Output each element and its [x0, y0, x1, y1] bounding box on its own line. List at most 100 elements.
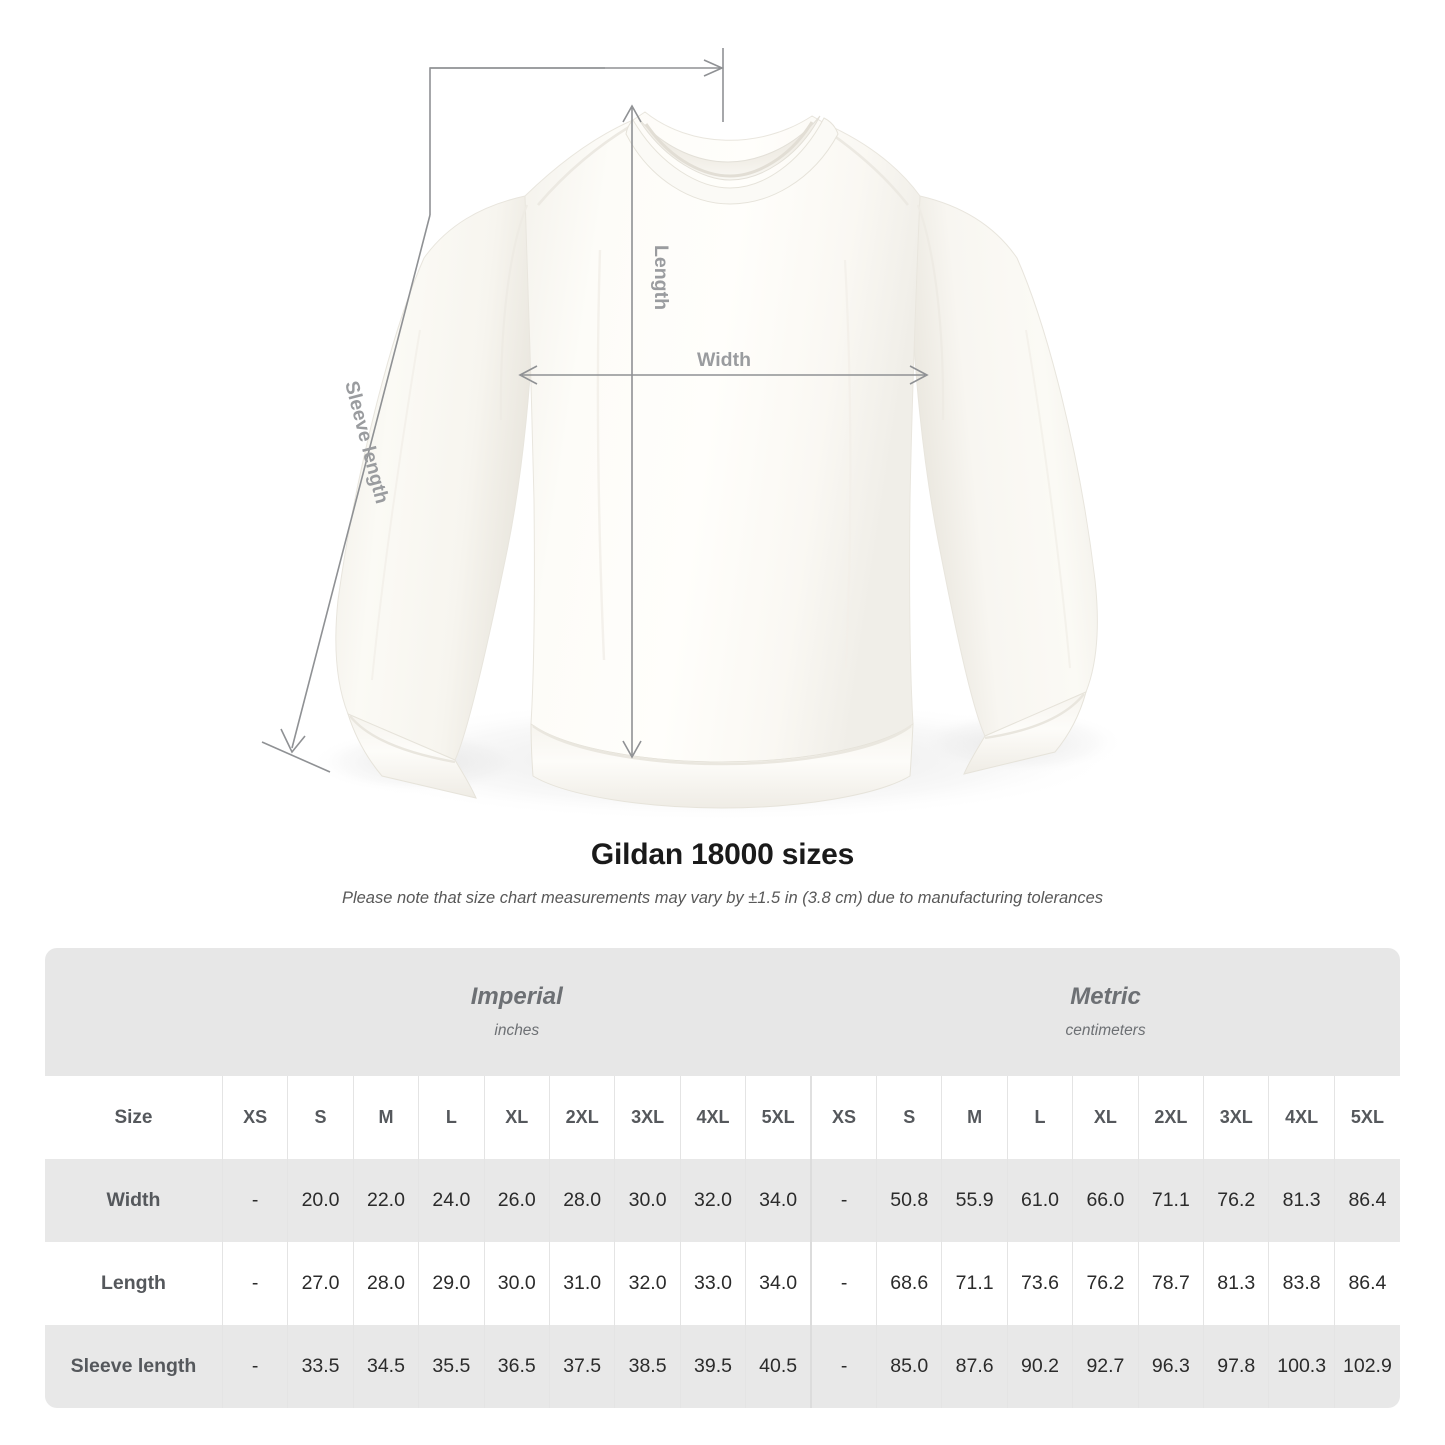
- size-chart-table: Imperial inches Metric centimeters Size …: [45, 948, 1400, 1408]
- size-header-imperial-5xl: 5XL: [745, 1076, 812, 1159]
- table-row: Length - 27.0 28.0 29.0 30.0 31.0 32.0 3…: [45, 1242, 1400, 1325]
- size-header-imperial-xs: XS: [221, 1076, 288, 1159]
- length-metric-s: 68.6: [876, 1242, 942, 1325]
- sleeve-metric-m: 87.6: [941, 1325, 1008, 1408]
- size-header-metric-2xl: 2XL: [1137, 1076, 1204, 1159]
- size-table-container: Imperial inches Metric centimeters Size …: [45, 948, 1400, 1408]
- size-header-imperial-xl: XL: [483, 1076, 550, 1159]
- metric-sub: centimeters: [1065, 1021, 1146, 1039]
- length-imperial-3xl: 32.0: [614, 1242, 681, 1325]
- width-metric-5xl: 86.4: [1333, 1159, 1400, 1242]
- row-label-length: Length: [45, 1242, 223, 1325]
- sleeve-imperial-xl: 36.5: [483, 1325, 550, 1408]
- sleeve-imperial-2xl: 37.5: [548, 1325, 615, 1408]
- length-metric-xs: -: [810, 1242, 877, 1325]
- width-imperial-5xl: 34.0: [745, 1159, 812, 1242]
- left-cuff: [347, 713, 477, 799]
- width-imperial-m: 22.0: [352, 1159, 419, 1242]
- unit-banner-row: Imperial inches Metric centimeters: [45, 948, 1400, 1076]
- sleeve-metric-3xl: 97.8: [1203, 1325, 1269, 1408]
- sleeve-metric-xl: 92.7: [1072, 1325, 1139, 1408]
- size-header-metric-xs: XS: [810, 1076, 877, 1159]
- length-metric-4xl: 83.8: [1268, 1242, 1335, 1325]
- length-imperial-s: 27.0: [287, 1242, 354, 1325]
- length-metric-5xl: 86.4: [1333, 1242, 1400, 1325]
- metric-label: Metric: [1070, 983, 1141, 1011]
- row-label-sleeve-length: Sleeve length: [45, 1325, 223, 1408]
- sleeve-imperial-m: 34.5: [352, 1325, 419, 1408]
- length-imperial-2xl: 31.0: [548, 1242, 615, 1325]
- hem-seam: [532, 724, 912, 766]
- size-header-imperial-2xl: 2XL: [548, 1076, 615, 1159]
- size-header-imperial-s: S: [287, 1076, 354, 1159]
- width-imperial-4xl: 32.0: [679, 1159, 746, 1242]
- length-metric-l: 73.6: [1006, 1242, 1073, 1325]
- length-imperial-l: 29.0: [418, 1242, 485, 1325]
- size-header-metric-m: M: [941, 1076, 1008, 1159]
- size-header-imperial-m: M: [352, 1076, 419, 1159]
- length-arrow-bottom: [622, 740, 642, 759]
- table-row: Width - 20.0 22.0 24.0 26.0 28.0 30.0 32…: [45, 1159, 1400, 1242]
- width-metric-xs: -: [810, 1159, 877, 1242]
- width-imperial-l: 24.0: [418, 1159, 485, 1242]
- sleeve-end-tick: [261, 741, 331, 773]
- size-header-metric-s: S: [876, 1076, 942, 1159]
- hem-band: [530, 722, 914, 809]
- garment-diagram: Length Width Sleeve length: [261, 48, 1125, 822]
- size-header-row: Size XS S M L XL 2XL 3XL 4XL 5XL XS S M …: [45, 1076, 1400, 1159]
- sleeve-metric-s: 85.0: [876, 1325, 942, 1408]
- sleeve-arrow-bottom: [280, 728, 306, 754]
- length-metric-m: 71.1: [941, 1242, 1008, 1325]
- imperial-banner: Imperial inches: [222, 948, 812, 1076]
- metric-banner: Metric centimeters: [811, 948, 1400, 1076]
- neck-inner-shadow: [644, 121, 814, 178]
- length-imperial-m: 28.0: [352, 1242, 419, 1325]
- length-arrow-top: [622, 104, 642, 123]
- size-header-metric-3xl: 3XL: [1203, 1076, 1269, 1159]
- width-imperial-xl: 26.0: [483, 1159, 550, 1242]
- banner-spacer: [45, 948, 223, 1076]
- size-header-metric-l: L: [1006, 1076, 1073, 1159]
- left-armhole-seam: [499, 204, 529, 421]
- width-arrow-left: [518, 365, 538, 385]
- left-sleeve: [335, 195, 535, 761]
- sleeve-length-line: [291, 214, 431, 749]
- left-shoulder-seam: [537, 122, 635, 206]
- width-imperial-s: 20.0: [287, 1159, 354, 1242]
- length-metric-2xl: 78.7: [1137, 1242, 1204, 1325]
- right-armhole-seam: [916, 204, 945, 421]
- length-imperial-xs: -: [221, 1242, 288, 1325]
- length-imperial-5xl: 34.0: [745, 1242, 812, 1325]
- sleeve-imperial-4xl: 39.5: [679, 1325, 746, 1408]
- width-metric-xl: 66.0: [1072, 1159, 1139, 1242]
- collar-opening: [637, 115, 821, 181]
- length-label: Length: [650, 245, 672, 310]
- tolerance-note: Please note that size chart measurements…: [341, 889, 1104, 907]
- right-cuff: [963, 691, 1087, 775]
- length-imperial-xl: 30.0: [483, 1242, 550, 1325]
- fold-4: [1025, 329, 1071, 669]
- size-header-metric-4xl: 4XL: [1268, 1076, 1335, 1159]
- width-imperial-3xl: 30.0: [614, 1159, 681, 1242]
- collar-rib: [625, 117, 839, 205]
- page-title: Gildan 18000 sizes: [590, 838, 855, 871]
- left-cuff-seam: [349, 715, 456, 764]
- title-block: Gildan 18000 sizes Please note that size…: [0, 838, 1445, 908]
- right-cuff-seam: [984, 693, 1085, 740]
- width-imperial-2xl: 28.0: [548, 1159, 615, 1242]
- width-metric-4xl: 81.3: [1268, 1159, 1335, 1242]
- measurement-lines: [261, 48, 929, 773]
- right-sleeve: [911, 195, 1098, 737]
- imperial-sub: inches: [494, 1021, 540, 1039]
- width-metric-s: 50.8: [876, 1159, 942, 1242]
- sleeve-imperial-3xl: 38.5: [614, 1325, 681, 1408]
- length-metric-3xl: 81.3: [1203, 1242, 1269, 1325]
- width-metric-m: 55.9: [941, 1159, 1008, 1242]
- size-header-imperial-l: L: [418, 1076, 485, 1159]
- sleeve-metric-4xl: 100.3: [1268, 1325, 1335, 1408]
- size-header-metric-xl: XL: [1072, 1076, 1139, 1159]
- sleeve-imperial-5xl: 40.5: [745, 1325, 812, 1408]
- width-imperial-xs: -: [221, 1159, 288, 1242]
- size-header-metric-5xl: 5XL: [1333, 1076, 1400, 1159]
